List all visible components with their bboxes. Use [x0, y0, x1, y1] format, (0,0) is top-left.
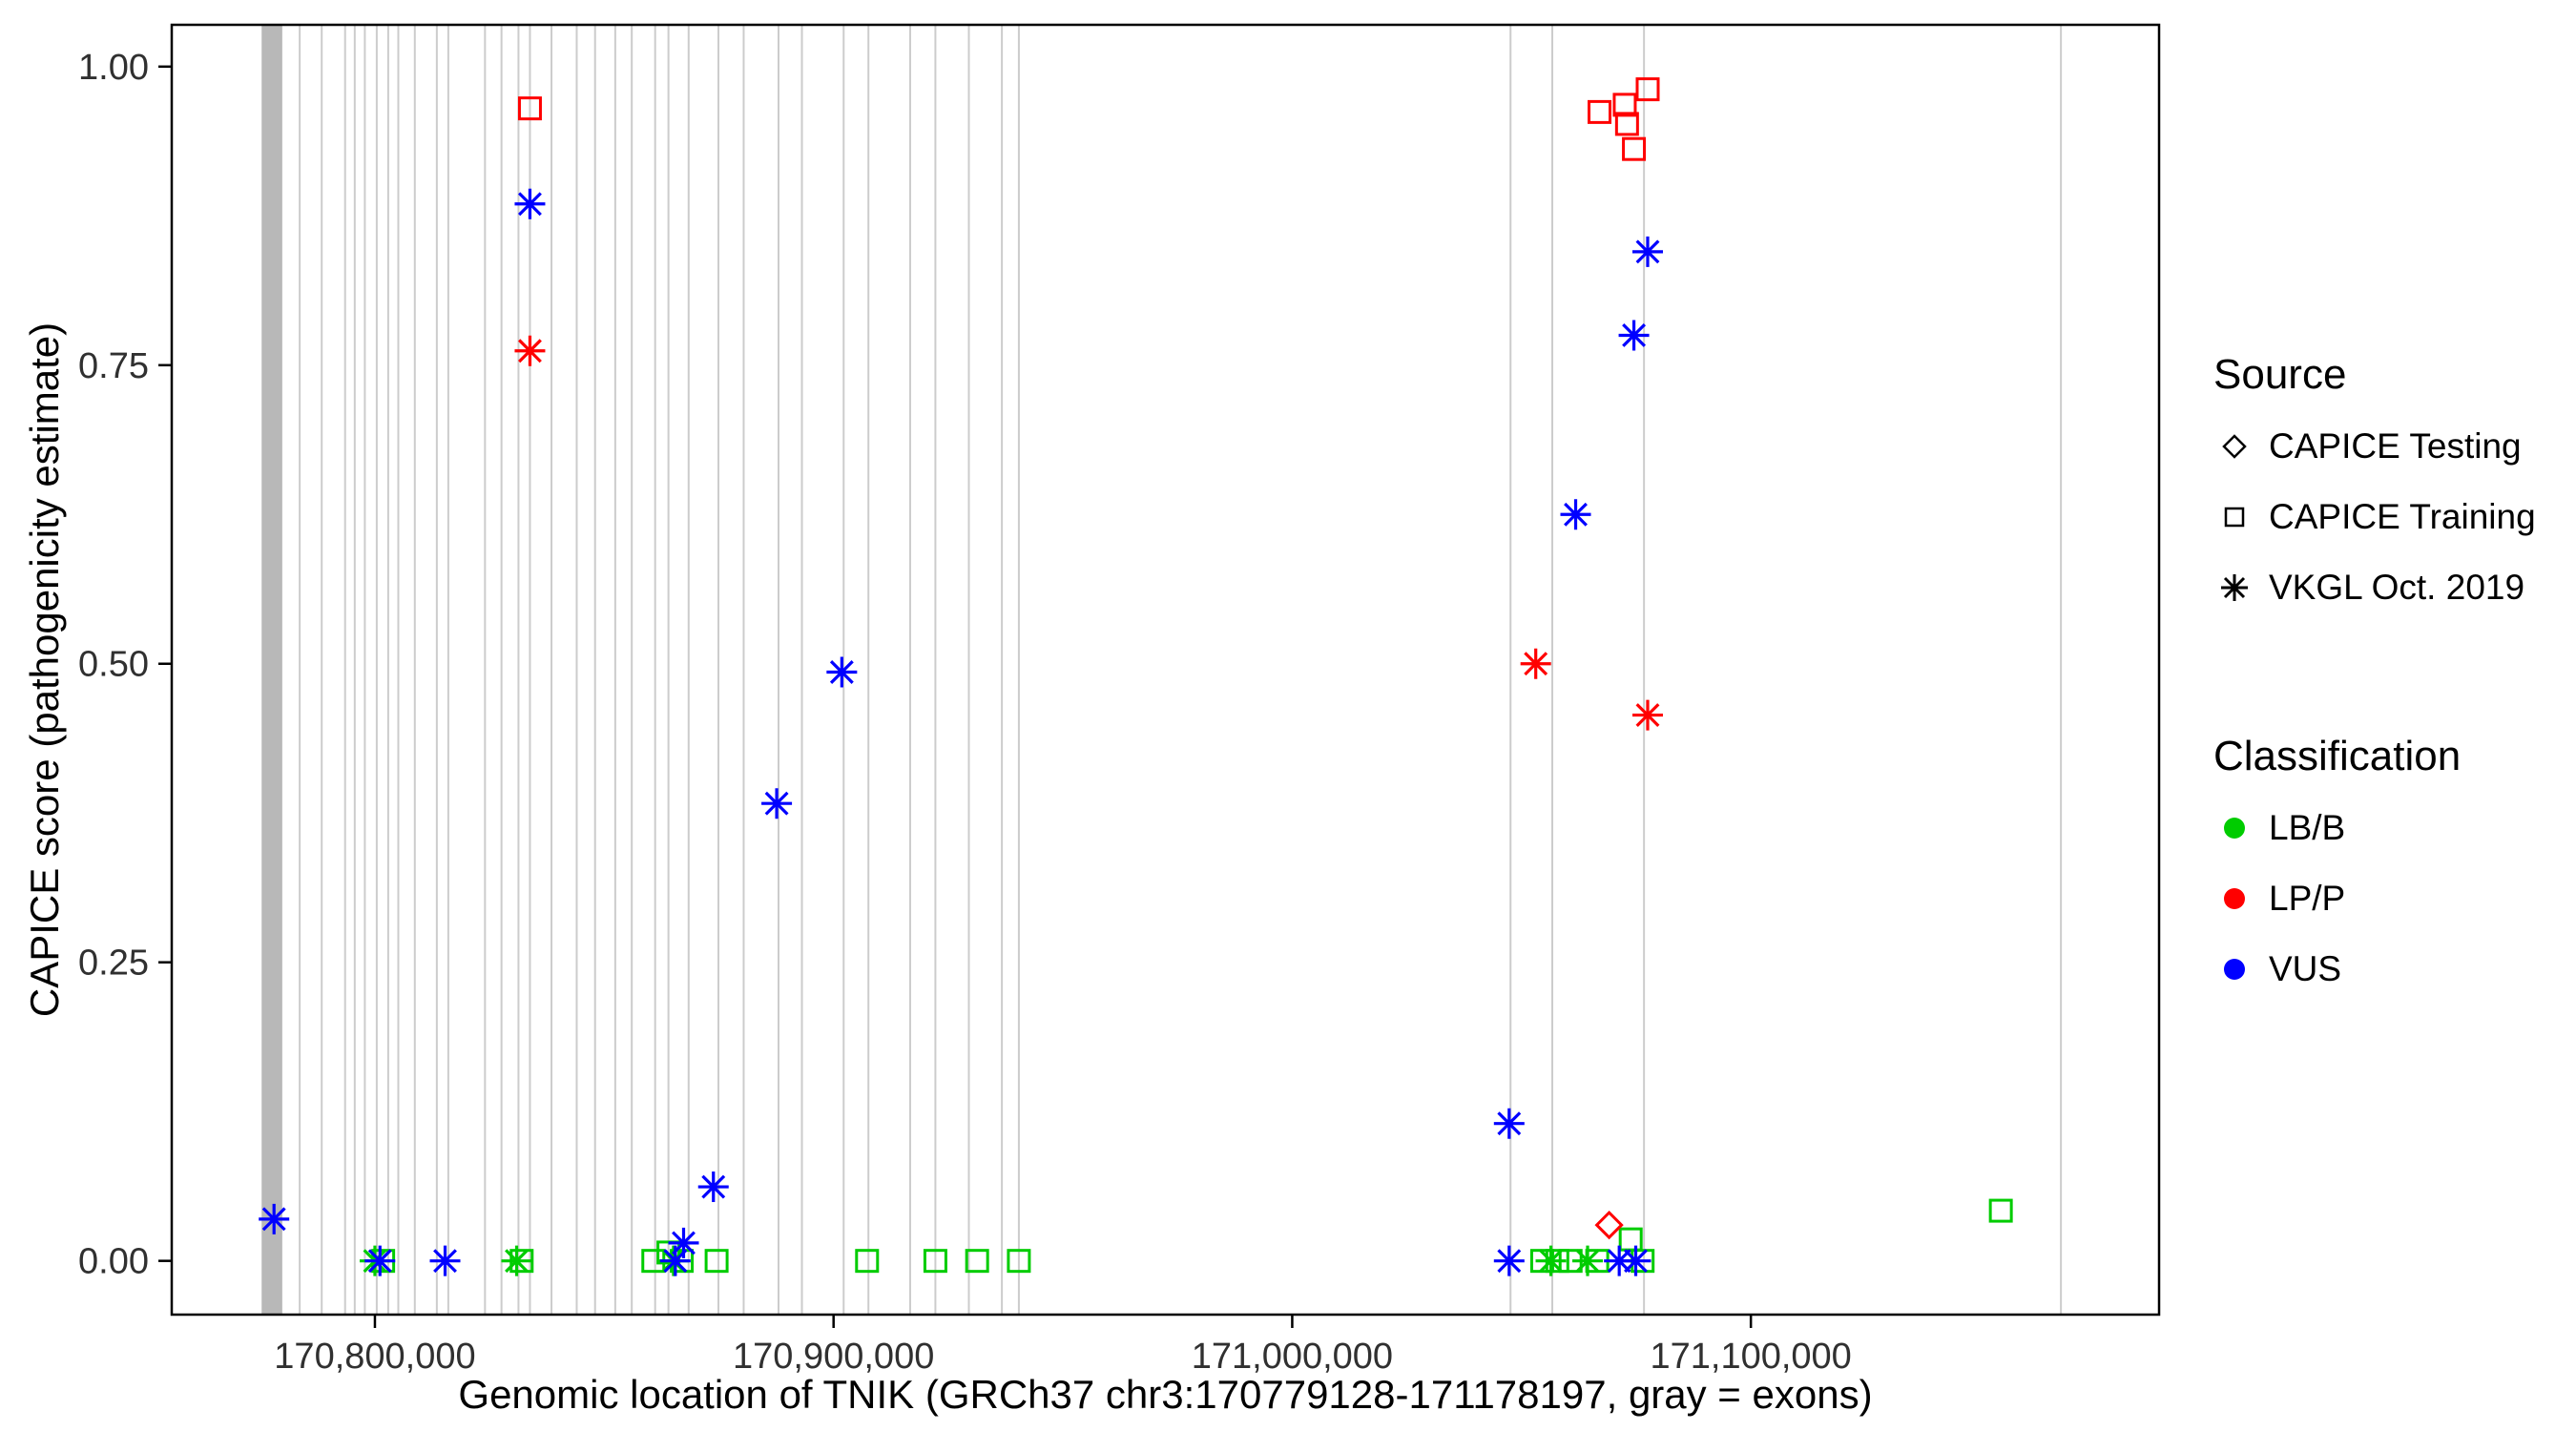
y-axis-title: CAPICE score (pathogenicity estimate) [22, 321, 67, 1018]
panel-background [172, 25, 2159, 1315]
exon-band [261, 25, 282, 1315]
data-point-square [1622, 136, 1647, 161]
data-point-square [1558, 1249, 1583, 1274]
data-point-square [1988, 1198, 2013, 1223]
legend: Source CAPICE Testing CAPICE Training VK… [2213, 351, 2574, 1019]
data-point-asterisk [1631, 236, 1663, 267]
data-point-asterisk [259, 1203, 290, 1234]
x-axis-title: Genomic location of TNIK (GRCh37 chr3:17… [458, 1372, 1873, 1417]
data-point-square [855, 1249, 880, 1274]
legend-spacer [2213, 637, 2574, 733]
legend-item-vkgl: VKGL Oct. 2019 [2213, 567, 2574, 609]
legend-item-lpp: LP/P [2213, 878, 2574, 920]
classification-dot [2224, 818, 2245, 839]
data-point-square [1588, 99, 1612, 124]
y-tick-label: 1.00 [78, 48, 149, 88]
data-point-asterisk [501, 1245, 532, 1276]
panel-border [170, 23, 2161, 1317]
legend-item-label: VUS [2269, 949, 2342, 988]
y-tick-label: 0.75 [78, 346, 149, 386]
data-point-asterisk [1535, 1245, 1567, 1276]
asterisk-icon [2213, 567, 2255, 609]
classification-dot [2224, 959, 2245, 980]
data-point-asterisk [1560, 499, 1591, 530]
classification-dot [2224, 888, 2245, 909]
x-tick-label: 170,800,000 [274, 1337, 475, 1377]
data-point-asterisk [514, 188, 546, 219]
y-tick-label: 0.00 [78, 1242, 149, 1282]
data-point-square [704, 1249, 729, 1274]
data-point-asterisk [1620, 1245, 1652, 1276]
lpp-dot-icon [2213, 878, 2255, 920]
legend-item-label: VKGL Oct. 2019 [2269, 568, 2525, 607]
legend-item-capice-training: CAPICE Training [2213, 496, 2574, 538]
legend-item-lbb: LB/B [2213, 807, 2574, 849]
data-point-asterisk [761, 788, 793, 819]
legend-source-title: Source [2213, 351, 2347, 398]
data-point-square [1612, 93, 1637, 117]
data-point-asterisk [826, 656, 858, 688]
diamond-icon [2213, 425, 2255, 467]
data-point-asterisk [514, 335, 546, 366]
data-point-asterisk [668, 1227, 699, 1258]
data-point-diamond [1594, 1210, 1624, 1240]
legend-item-vus: VUS [2213, 948, 2574, 990]
legend-item-label: CAPICE Training [2269, 497, 2536, 536]
data-point-asterisk [1604, 1245, 1635, 1276]
data-point-asterisk [1493, 1245, 1525, 1276]
y-tick-label: 0.50 [78, 645, 149, 685]
data-point-square [965, 1249, 989, 1274]
data-point-square [1545, 1249, 1569, 1274]
legend-item-label: LP/P [2269, 879, 2346, 918]
square-icon [2213, 496, 2255, 538]
data-point-asterisk [1618, 320, 1650, 351]
data-point-square [1007, 1249, 1031, 1274]
data-point-asterisk [659, 1245, 691, 1276]
data-point-square [923, 1249, 947, 1274]
x-tick-label: 171,100,000 [1650, 1337, 1851, 1377]
legend-item-label: CAPICE Testing [2269, 426, 2522, 466]
data-point-asterisk [429, 1245, 461, 1276]
legend-classification-title: Classification [2213, 733, 2462, 779]
y-tick-label: 0.25 [78, 944, 149, 984]
data-point-asterisk [697, 1172, 729, 1203]
data-point-asterisk [1520, 648, 1551, 679]
legend-item-label: LB/B [2269, 808, 2346, 847]
data-point-asterisk [1631, 699, 1663, 731]
lbb-dot-icon [2213, 807, 2255, 849]
data-point-square [1529, 1249, 1554, 1274]
data-point-square [1635, 77, 1660, 102]
data-point-square [1614, 112, 1639, 136]
data-point-square [509, 1249, 534, 1274]
legend-item-capice-testing: CAPICE Testing [2213, 425, 2574, 467]
data-point-asterisk [364, 1245, 396, 1276]
vus-dot-icon [2213, 948, 2255, 990]
data-point-asterisk [1493, 1108, 1525, 1139]
x-tick-label: 171,000,000 [1192, 1337, 1393, 1377]
x-tick-label: 170,900,000 [733, 1337, 934, 1377]
data-point-square [517, 96, 542, 121]
